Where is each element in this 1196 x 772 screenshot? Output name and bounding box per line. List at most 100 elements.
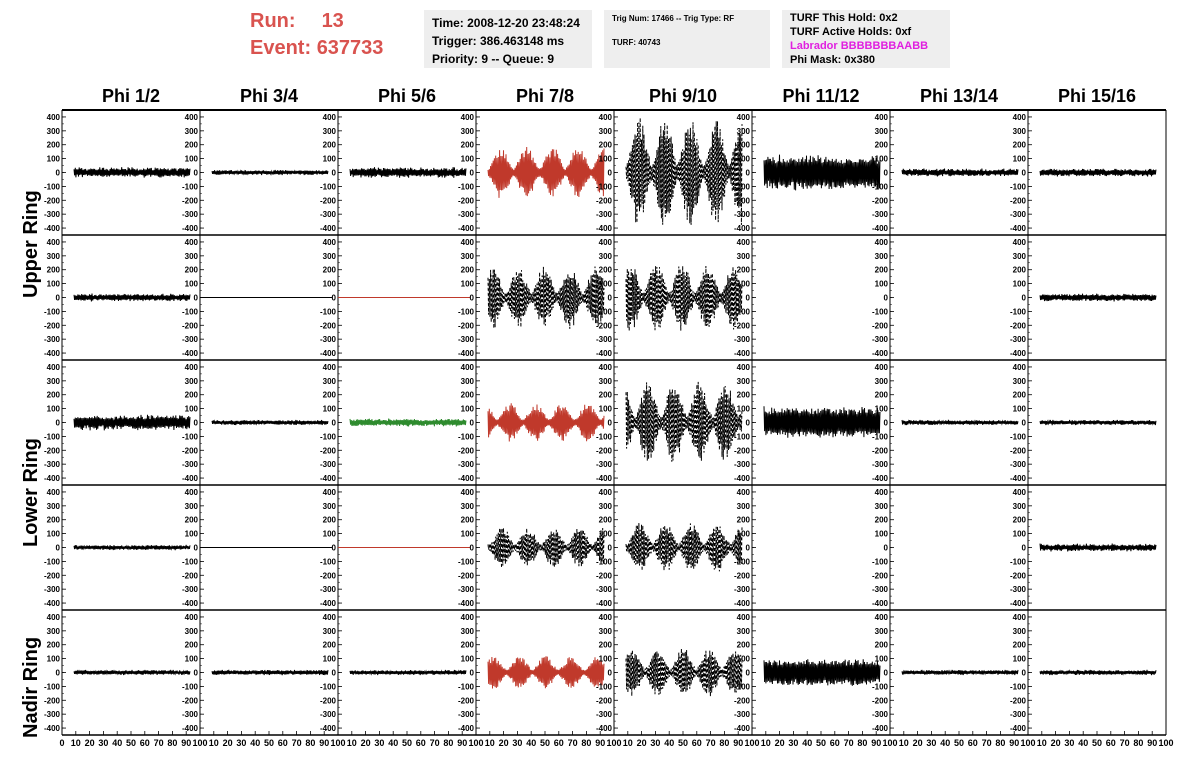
y-tick-label: 100 — [461, 280, 475, 289]
x-tick-label: 30 — [788, 738, 798, 748]
waveform-panel: 400 300 200 100 0 -100 -200 -300 -400 — [1010, 609, 1157, 736]
y-tick-label: -200 — [320, 196, 337, 205]
x-tick-label: 40 — [388, 738, 398, 748]
y-tick-label: -300 — [182, 210, 199, 219]
x-tick-label: 10 — [899, 738, 909, 748]
y-tick-label: 200 — [461, 641, 475, 650]
waveform-panel: 400 300 200 100 0 -100 -200 -300 -400 — [734, 359, 881, 486]
y-tick-label: -400 — [320, 349, 337, 358]
waveform-trace — [625, 522, 743, 572]
y-tick-label: 0 — [746, 669, 751, 678]
x-tick-label: 60 — [416, 738, 426, 748]
waveform-trace — [1039, 293, 1157, 302]
y-tick-label: 0 — [884, 169, 889, 178]
y-tick-label: 200 — [185, 641, 199, 650]
y-tick-label: -400 — [458, 599, 475, 608]
y-tick-label: -100 — [458, 182, 475, 191]
waveform-panel: 400 300 200 100 0 -100 -200 -300 -400 — [872, 234, 894, 361]
y-tick-label: 0 — [746, 544, 751, 553]
x-tick-label: 60 — [968, 738, 978, 748]
waveform-panel: 400 300 200 100 0 -100 -200 -300 -400 — [872, 609, 1019, 736]
y-tick-label: 0 — [332, 169, 337, 178]
y-tick-label: 400 — [875, 113, 889, 122]
y-tick-label: -400 — [44, 224, 61, 233]
y-tick-label: -200 — [734, 196, 751, 205]
y-tick-label: -200 — [44, 446, 61, 455]
y-tick-label: 400 — [599, 238, 613, 247]
y-tick-label: 300 — [461, 377, 475, 386]
y-tick-label: 400 — [875, 363, 889, 372]
waveform-panel: 400 300 200 100 0 -100 -200 -300 -400 — [1010, 109, 1157, 236]
y-tick-label: -100 — [596, 557, 613, 566]
y-tick-label: 400 — [185, 488, 199, 497]
waveform-panel: 400 300 200 100 0 -100 -200 -300 -400 — [182, 109, 329, 236]
y-tick-label: -200 — [1010, 196, 1027, 205]
waveform-trace — [487, 403, 605, 442]
x-tick-label: 90 — [181, 738, 191, 748]
y-tick-label: -200 — [734, 446, 751, 455]
x-tick-label: 20 — [913, 738, 923, 748]
waveform-panel: 400 300 200 100 0 -100 -200 -300 -400 — [458, 234, 605, 361]
run-label: Run: — [250, 10, 296, 32]
waveform-trace — [1039, 543, 1157, 552]
y-tick-label: 300 — [323, 502, 337, 511]
y-tick-label: 400 — [47, 113, 61, 122]
waveform-trace — [349, 418, 467, 427]
y-tick-label: 200 — [737, 141, 751, 150]
y-tick-label: 200 — [1013, 516, 1027, 525]
waveform-panel: 400 300 200 100 0 -100 -200 -300 -400 — [458, 359, 605, 486]
x-tick-label: 40 — [250, 738, 260, 748]
y-tick-label: 100 — [737, 530, 751, 539]
x-tick-label: 50 — [954, 738, 964, 748]
y-tick-label: 300 — [47, 252, 61, 261]
y-tick-label: 0 — [56, 294, 61, 303]
y-tick-label: -300 — [596, 585, 613, 594]
y-tick-label: 200 — [461, 141, 475, 150]
x-tick-label: 50 — [402, 738, 412, 748]
y-tick-label: 300 — [323, 377, 337, 386]
y-tick-label: 0 — [194, 544, 199, 553]
x-tick-label: 90 — [1009, 738, 1019, 748]
event-label: Event: — [250, 37, 312, 59]
y-tick-label: -300 — [872, 460, 889, 469]
y-tick-label: 200 — [599, 516, 613, 525]
labrador-text: Labrador BBBBBBBAABB — [790, 40, 929, 52]
x-tick-label: 20 — [775, 738, 785, 748]
waveform-trace — [487, 656, 605, 689]
x-tick-label: 10 — [71, 738, 81, 748]
waveform-trace — [349, 669, 467, 676]
trig-num-text: Trig Num: 17466 -- Trig Type: RF — [612, 14, 735, 23]
y-tick-label: -100 — [734, 307, 751, 316]
y-tick-label: 200 — [323, 516, 337, 525]
turf-text: TURF: 40743 — [612, 38, 661, 47]
y-tick-label: -200 — [182, 696, 199, 705]
y-tick-label: 200 — [875, 391, 889, 400]
y-tick-label: 300 — [185, 127, 199, 136]
waveform-panel: 400 300 200 100 0 -100 -200 -300 -400 — [596, 609, 743, 736]
x-tick-label: 10 — [623, 738, 633, 748]
y-tick-label: 200 — [737, 266, 751, 275]
y-tick-label: 0 — [470, 169, 475, 178]
y-tick-label: 100 — [737, 155, 751, 164]
y-tick-label: 0 — [332, 669, 337, 678]
y-tick-label: -100 — [872, 182, 889, 191]
y-tick-label: -200 — [458, 321, 475, 330]
y-tick-label: 100 — [599, 530, 613, 539]
y-tick-label: 300 — [737, 377, 751, 386]
y-tick-label: -100 — [458, 307, 475, 316]
column-header: Phi 9/10 — [648, 86, 718, 106]
waveform-panel: 400 300 200 100 0 -100 -200 -300 -400 — [320, 234, 470, 361]
y-tick-label: -300 — [596, 460, 613, 469]
y-tick-label: -200 — [872, 321, 889, 330]
y-tick-label: -100 — [182, 307, 199, 316]
y-tick-label: 300 — [875, 627, 889, 636]
x-tick-label: 30 — [650, 738, 660, 748]
y-tick-label: -400 — [734, 224, 751, 233]
y-tick-label: -300 — [458, 460, 475, 469]
y-tick-label: -300 — [1010, 335, 1027, 344]
y-tick-label: -300 — [320, 210, 337, 219]
y-tick-label: -300 — [320, 460, 337, 469]
y-tick-label: 200 — [323, 266, 337, 275]
x-tick-label: 50 — [1092, 738, 1102, 748]
waveform-panel: 400 300 200 100 0 -100 -200 -300 -400 — [734, 484, 756, 611]
